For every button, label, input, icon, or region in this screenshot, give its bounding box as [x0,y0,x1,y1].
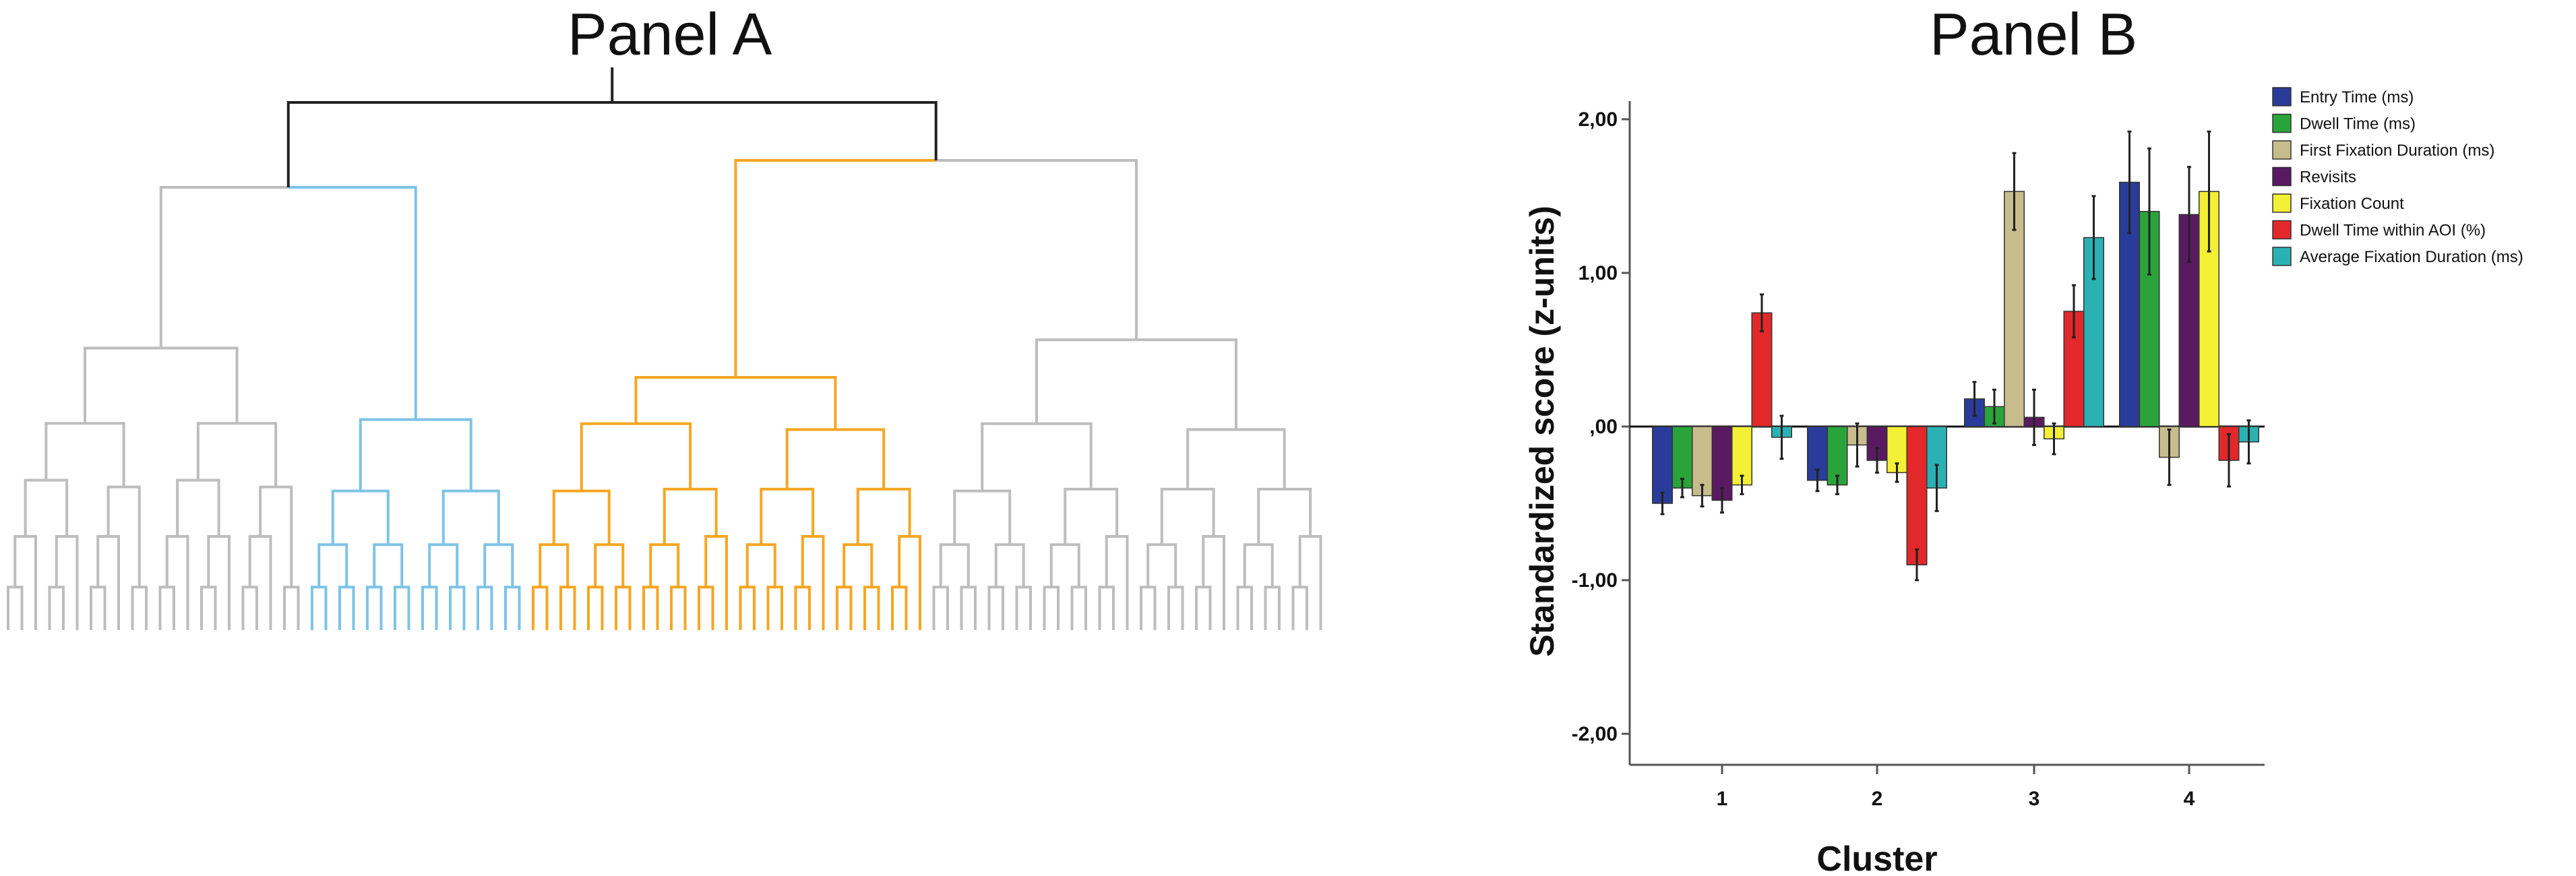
legend: Entry Time (ms) Dwell Time (ms) First Fixa… [2272,87,2523,266]
dendrogram-link [1160,487,1215,545]
legend-swatch [2272,220,2292,240]
x-tick-label: 2 [1872,788,1883,810]
legend-label: Revisits [2300,168,2356,187]
dendrogram-panel [7,67,1322,630]
dendrogram-link [44,422,125,487]
y-tick-label: -2,00 [1572,723,1618,745]
dendrogram-link [734,159,936,377]
legend-swatch [2272,166,2292,187]
dendrogram-link [288,186,417,420]
legend-label: Entry Time (ms) [2300,88,2414,106]
x-axis-label: Cluster [1816,840,1937,876]
dendrogram-link [84,346,239,424]
dendrogram-link [785,428,886,489]
panel-b-title: Panel B [1930,1,2138,67]
y-tick-label: ,00 [1589,416,1618,438]
y-tick-label: 2,00 [1578,108,1618,131]
dendrogram-link [760,487,815,545]
dendrogram-link [663,487,718,545]
legend-label: Dwell Time (ms) [2300,115,2416,133]
x-tick-label: 4 [2184,788,2195,810]
cluster-blue [311,418,521,630]
y-tick-label: -1,00 [1572,569,1618,592]
dendrogram-link [856,487,911,545]
dendrogram-link [936,159,1138,340]
x-tick-label: 3 [2029,788,2040,810]
legend-swatch [2272,140,2292,160]
dendrogram-link [1257,487,1312,545]
cluster-gray-right [932,338,1322,630]
dendrogram-link [159,186,288,348]
panel-a-title: Panel A [568,1,772,67]
dendrogram-tree [7,67,1322,630]
y-tick-label: 1,00 [1578,262,1618,284]
legend-label: Fixation Count [2300,195,2404,213]
cluster-orange [532,376,921,630]
legend-label: First Fixation Duration (ms) [2300,142,2494,160]
legend-swatch [2272,113,2292,133]
legend-swatch [2272,87,2292,106]
dendrogram-link [1035,338,1237,430]
legend-label: Average Fixation Duration (ms) [2300,248,2523,266]
cluster-gray-left [7,346,300,630]
legend-swatch [2272,247,2292,266]
dendrogram-link [1186,428,1286,489]
y-axis-label: Standardized score (z-units) [1523,206,1561,657]
dendrogram-link [196,422,278,487]
x-tick-label: 1 [1717,788,1728,810]
bar [1906,426,1928,565]
dendrogram-link [1064,487,1119,545]
legend-swatch [2272,193,2292,213]
legend-label: Dwell Time within AOI (%) [2300,222,2486,240]
